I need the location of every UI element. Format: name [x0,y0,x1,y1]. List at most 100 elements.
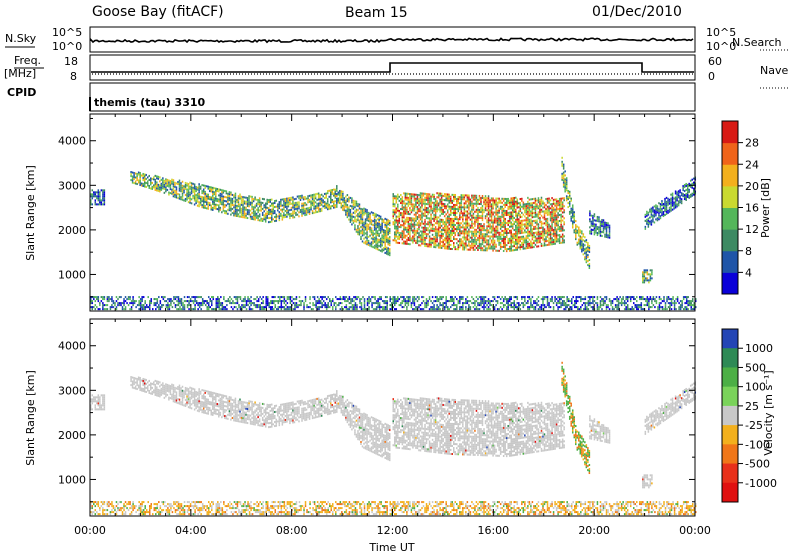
power-cell [542,216,544,219]
power-cell [369,216,371,219]
power-cell [685,298,688,301]
power-cell [327,304,329,307]
power-cell [240,201,243,204]
power-cell [478,241,481,244]
power-cell [234,208,237,211]
power-cell [475,218,478,221]
power-cell [504,238,506,241]
power-cell [430,213,432,216]
power-cell [418,232,420,235]
power-cell [216,200,219,203]
power-cell [475,196,478,199]
power-cell [210,206,213,209]
power-cell [403,228,405,231]
power-cell [421,226,423,229]
power-cell [407,302,410,305]
power-cell [540,214,543,217]
power-cell [139,177,141,181]
power-cell [449,209,452,212]
power-cell [434,296,437,299]
power-cell [416,300,419,303]
power-cell [261,213,264,216]
power-cell [91,308,94,311]
power-cell [190,188,193,191]
power-cell [466,302,469,305]
power-cell [298,211,300,214]
power-cell [457,300,460,303]
power-cell [236,296,239,299]
power-cell [315,300,317,303]
power-cell [421,234,423,237]
power-cell [515,236,517,239]
power-cell [454,296,457,299]
power-cell [274,304,277,307]
power-cell [171,300,174,303]
power-cell [382,241,385,244]
power-cell [372,214,374,217]
power-cell [424,198,426,201]
power-cell [287,205,290,208]
power-cell [483,197,485,200]
power-cell [331,199,334,202]
power-cell [407,200,410,203]
power-cell [477,206,479,209]
power-cell [327,296,329,299]
power-cell [409,197,411,200]
power-cell [475,238,478,241]
power-cell [478,208,481,211]
power-cell [445,219,447,222]
power-cell [530,210,532,213]
power-cell [486,203,488,206]
power-cell [436,208,438,211]
power-cell [436,196,438,199]
power-cell [131,175,134,178]
power-cell [418,236,420,239]
power-cell [213,203,216,206]
power-cell [433,240,435,243]
power-cell [273,308,275,311]
power-cell [201,304,204,307]
power-cell [400,208,402,211]
power-cell [353,304,355,307]
power-cell [168,306,171,309]
power-cell [478,247,481,250]
power-cell [226,300,228,303]
power-cell [519,232,522,235]
power-cell [513,245,516,248]
power-cell [301,204,303,207]
power-cell [527,200,529,203]
power-cell [427,195,429,198]
power-cell [334,188,337,191]
power-cell [480,200,482,203]
power-cell [236,200,238,203]
power-cell [443,227,446,230]
power-cell [442,233,444,236]
power-cell [330,300,332,303]
power-cell [384,243,386,246]
power-cell [364,228,367,231]
power-cell [177,300,180,303]
power-cell [280,208,282,211]
power-cell [534,213,537,216]
power-cell [131,181,134,184]
power-cell [372,230,374,233]
power-cell [283,216,285,219]
power-cell [245,212,247,215]
power-cell [283,214,285,217]
power-cell [292,216,294,219]
power-cell [254,210,256,213]
power-cell [359,300,361,303]
power-cell [349,214,352,217]
power-cell [539,227,541,230]
power-cell [460,212,463,215]
power-cell [387,227,389,230]
power-cell [382,235,385,238]
power-cell [513,204,516,207]
power-cell [439,220,441,223]
power-cell [424,244,426,247]
power-cell [348,210,350,213]
power-cell [178,197,181,200]
power-cell [369,226,371,229]
power-cell [483,209,485,212]
power-cell [502,243,505,246]
